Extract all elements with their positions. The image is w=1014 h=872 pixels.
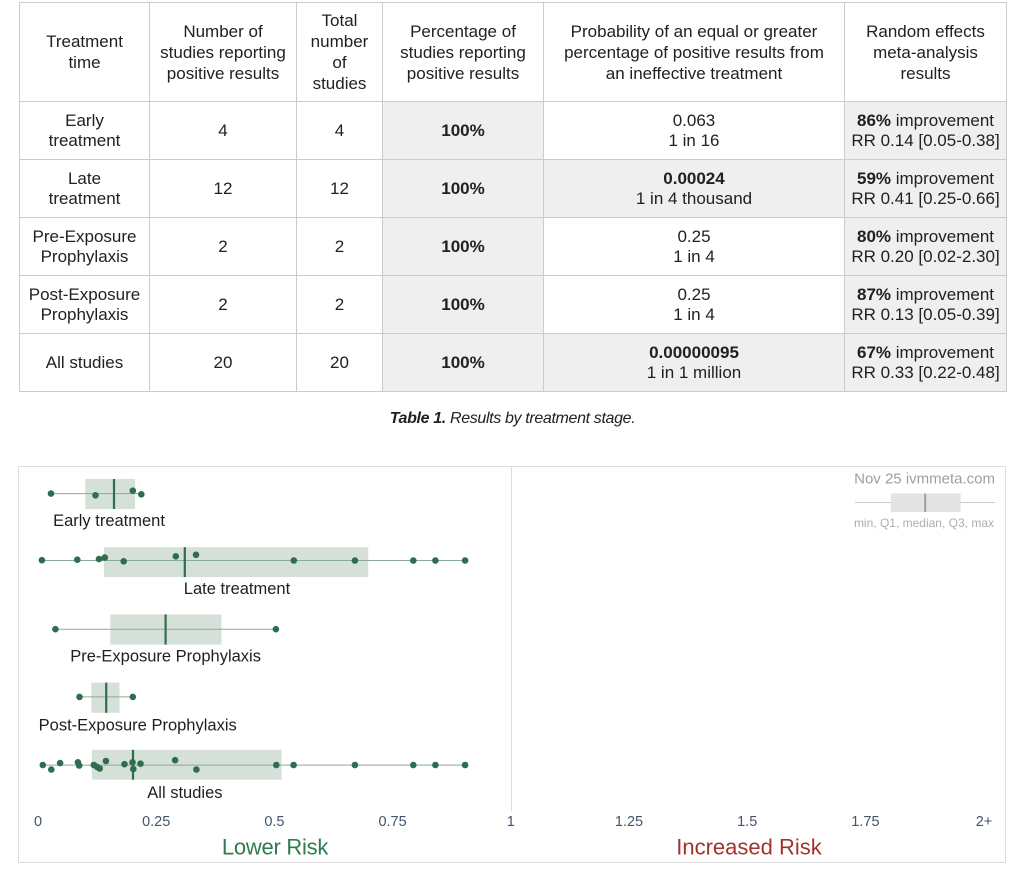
- svg-text:Nov 25 ivmmeta.com: Nov 25 ivmmeta.com: [854, 471, 995, 488]
- svg-text:Late treatment: Late treatment: [184, 580, 291, 598]
- svg-text:min, Q1, median, Q3, max: min, Q1, median, Q3, max: [854, 516, 994, 530]
- svg-text:Pre-Exposure Prophylaxis: Pre-Exposure Prophylaxis: [70, 648, 261, 666]
- svg-text:1: 1: [507, 814, 515, 830]
- svg-text:0.75: 0.75: [378, 814, 406, 830]
- svg-text:All studies: All studies: [147, 784, 222, 802]
- svg-text:0.5: 0.5: [264, 814, 284, 830]
- svg-text:1.25: 1.25: [615, 814, 643, 830]
- svg-text:Post-Exposure Prophylaxis: Post-Exposure Prophylaxis: [39, 716, 237, 734]
- svg-text:Early treatment: Early treatment: [53, 512, 165, 530]
- svg-text:Increased Risk: Increased Risk: [676, 834, 823, 859]
- svg-text:0.25: 0.25: [142, 814, 170, 830]
- svg-text:1.5: 1.5: [737, 814, 757, 830]
- svg-text:Lower Risk: Lower Risk: [222, 834, 330, 859]
- svg-text:1.75: 1.75: [851, 814, 879, 830]
- svg-text:0: 0: [34, 814, 42, 830]
- svg-text:2+: 2+: [976, 814, 993, 830]
